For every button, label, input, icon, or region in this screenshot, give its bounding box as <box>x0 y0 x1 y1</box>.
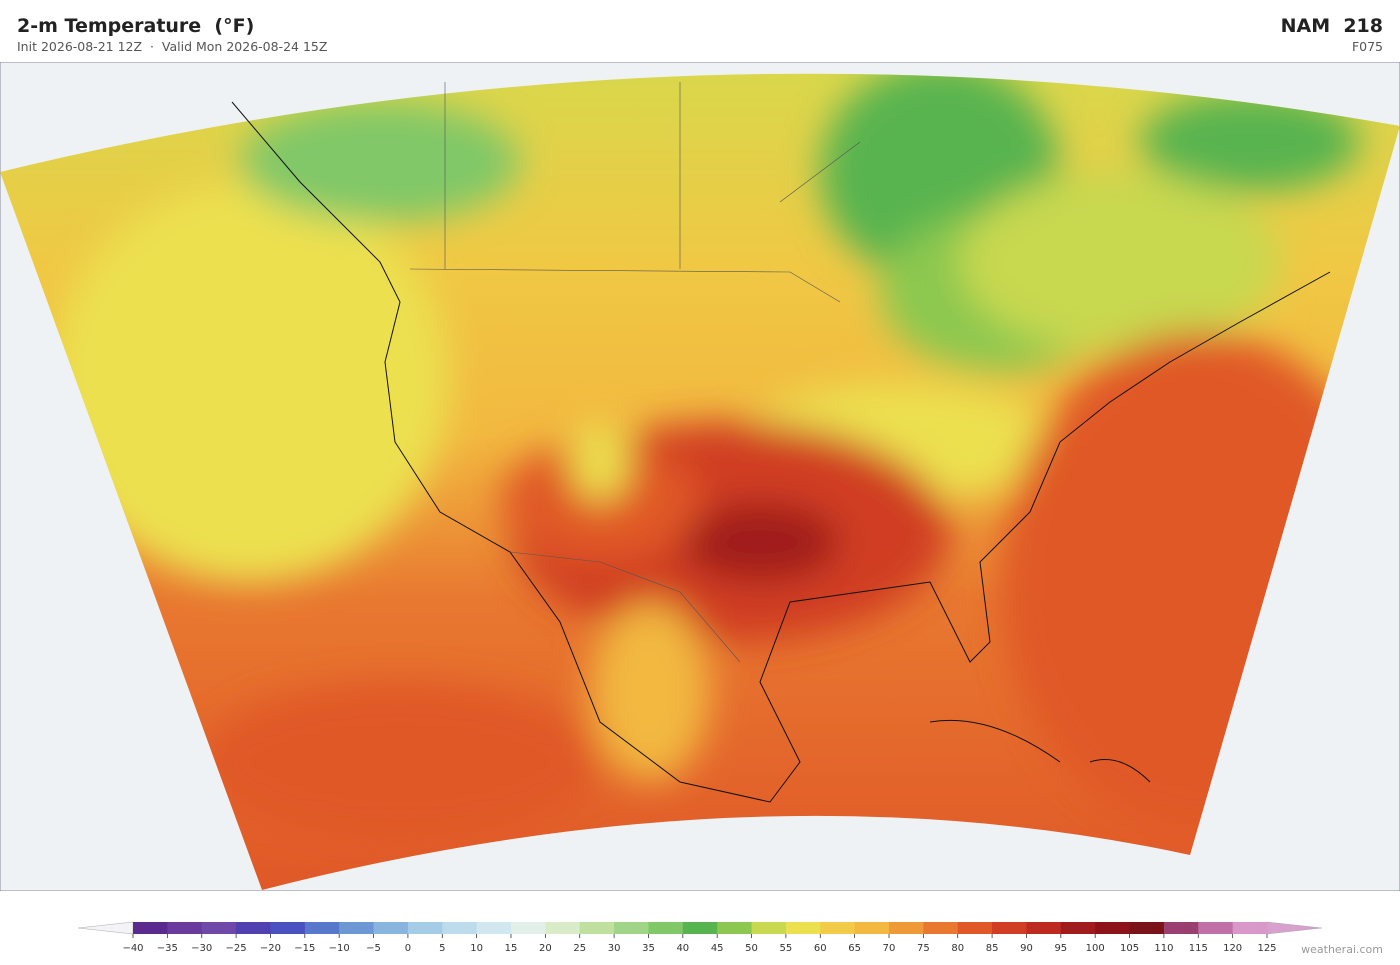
colorbar-tick-label: 100 <box>1086 943 1105 954</box>
colorbar: −40 −35 −30 −25 −20 −15 −10 −5 0 5 10 15 20 25 30 35 40 4… <box>77 921 1323 954</box>
colorbar-band <box>1129 922 1165 934</box>
colorbar-band <box>717 922 753 934</box>
colorbar-tick-label: 90 <box>1020 943 1033 954</box>
subtitle: Init 2026-08-21 12Z · Valid Mon 2026-08-… <box>17 39 328 54</box>
colorbar-band <box>407 922 443 934</box>
colorbar-tick-label: 55 <box>780 943 793 954</box>
credit: weatherai.com <box>1301 943 1383 956</box>
colorbar-tick-label: −5 <box>366 943 381 954</box>
colorbar-tick-label: −10 <box>329 943 350 954</box>
colorbar-tick-label: 65 <box>848 943 861 954</box>
colorbar-band <box>820 922 856 934</box>
colorbar-tick-label: 50 <box>745 943 758 954</box>
colorbar-band <box>1163 922 1199 934</box>
colorbar-tick-label: 60 <box>814 943 827 954</box>
colorbar-band <box>1060 922 1096 934</box>
colorbar-band <box>442 922 478 934</box>
colorbar-band <box>1026 922 1062 934</box>
colorbar-band <box>579 922 615 934</box>
colorbar-tick-label: −35 <box>157 943 178 954</box>
colorbar-tick-label: 5 <box>439 943 445 954</box>
colorbar-band <box>201 922 237 934</box>
colorbar-band <box>1198 922 1234 934</box>
colorbar-extend-low <box>77 921 134 935</box>
colorbar-tick-label: 120 <box>1223 943 1242 954</box>
colorbar-tick-label: 40 <box>676 943 689 954</box>
colorbar-tick-label: 15 <box>505 943 518 954</box>
colorbar-band <box>751 922 787 934</box>
colorbar-tick-label: −20 <box>260 943 281 954</box>
colorbar-band <box>133 922 168 934</box>
borders <box>409 82 861 663</box>
colorbar-tick-label: −25 <box>226 943 247 954</box>
colorbar-tick-label: 115 <box>1189 943 1208 954</box>
colorbar-tick-label: 110 <box>1154 943 1173 954</box>
colorbar-tick-label: 85 <box>986 943 999 954</box>
colorbar-band <box>923 922 959 934</box>
colorbar-tick-label: 95 <box>1054 943 1067 954</box>
colorbar-band <box>236 922 271 934</box>
colorbar-tick-label: 70 <box>883 943 896 954</box>
colorbar-band <box>545 922 581 934</box>
colorbar-band <box>304 922 340 934</box>
colorbar-band <box>1232 922 1268 934</box>
colorbar-band <box>511 922 546 934</box>
coastlines <box>231 101 1331 803</box>
colorbar-band <box>957 922 993 934</box>
colorbar-band <box>854 922 890 934</box>
colorbar-tick-label: 75 <box>917 943 930 954</box>
colorbar-tick-label: −30 <box>191 943 212 954</box>
temperature-field <box>0 73 1400 890</box>
colorbar-tick-label: 30 <box>608 943 621 954</box>
colorbar-tick-label: 10 <box>470 943 483 954</box>
colorbar-extend-high <box>1266 921 1323 935</box>
colorbar-band <box>339 922 375 934</box>
colorbar-tick-label: 20 <box>539 943 552 954</box>
colorbar-tick-label: 80 <box>951 943 964 954</box>
colorbar-band <box>476 922 512 934</box>
colorbar-band <box>682 922 718 934</box>
colorbar-tick-label: 35 <box>642 943 655 954</box>
colorbar-band <box>1095 922 1131 934</box>
colorbar-band <box>614 922 649 934</box>
title: 2-m Temperature (°F) <box>17 15 255 37</box>
colorbar-band <box>270 922 306 934</box>
colorbar-tick-label: 45 <box>711 943 724 954</box>
colorbar-band <box>992 922 1027 934</box>
colorbar-band <box>373 922 409 934</box>
colorbar-band <box>785 922 821 934</box>
colorbar-band <box>167 922 203 934</box>
colorbar-tick-label: 0 <box>405 943 411 954</box>
colorbar-tick-label: 125 <box>1257 943 1276 954</box>
colorbar-tick-label: −40 <box>122 943 143 954</box>
map <box>0 62 1400 891</box>
colorbar-tick-label: 25 <box>573 943 586 954</box>
forecast-hour: F075 <box>1351 39 1383 54</box>
colorbar-band <box>889 922 924 934</box>
colorbar-tick-label: −15 <box>294 943 315 954</box>
colorbar-band <box>648 922 684 934</box>
model-name: NAM 218 <box>1280 15 1383 37</box>
colorbar-tick-label: 105 <box>1120 943 1139 954</box>
